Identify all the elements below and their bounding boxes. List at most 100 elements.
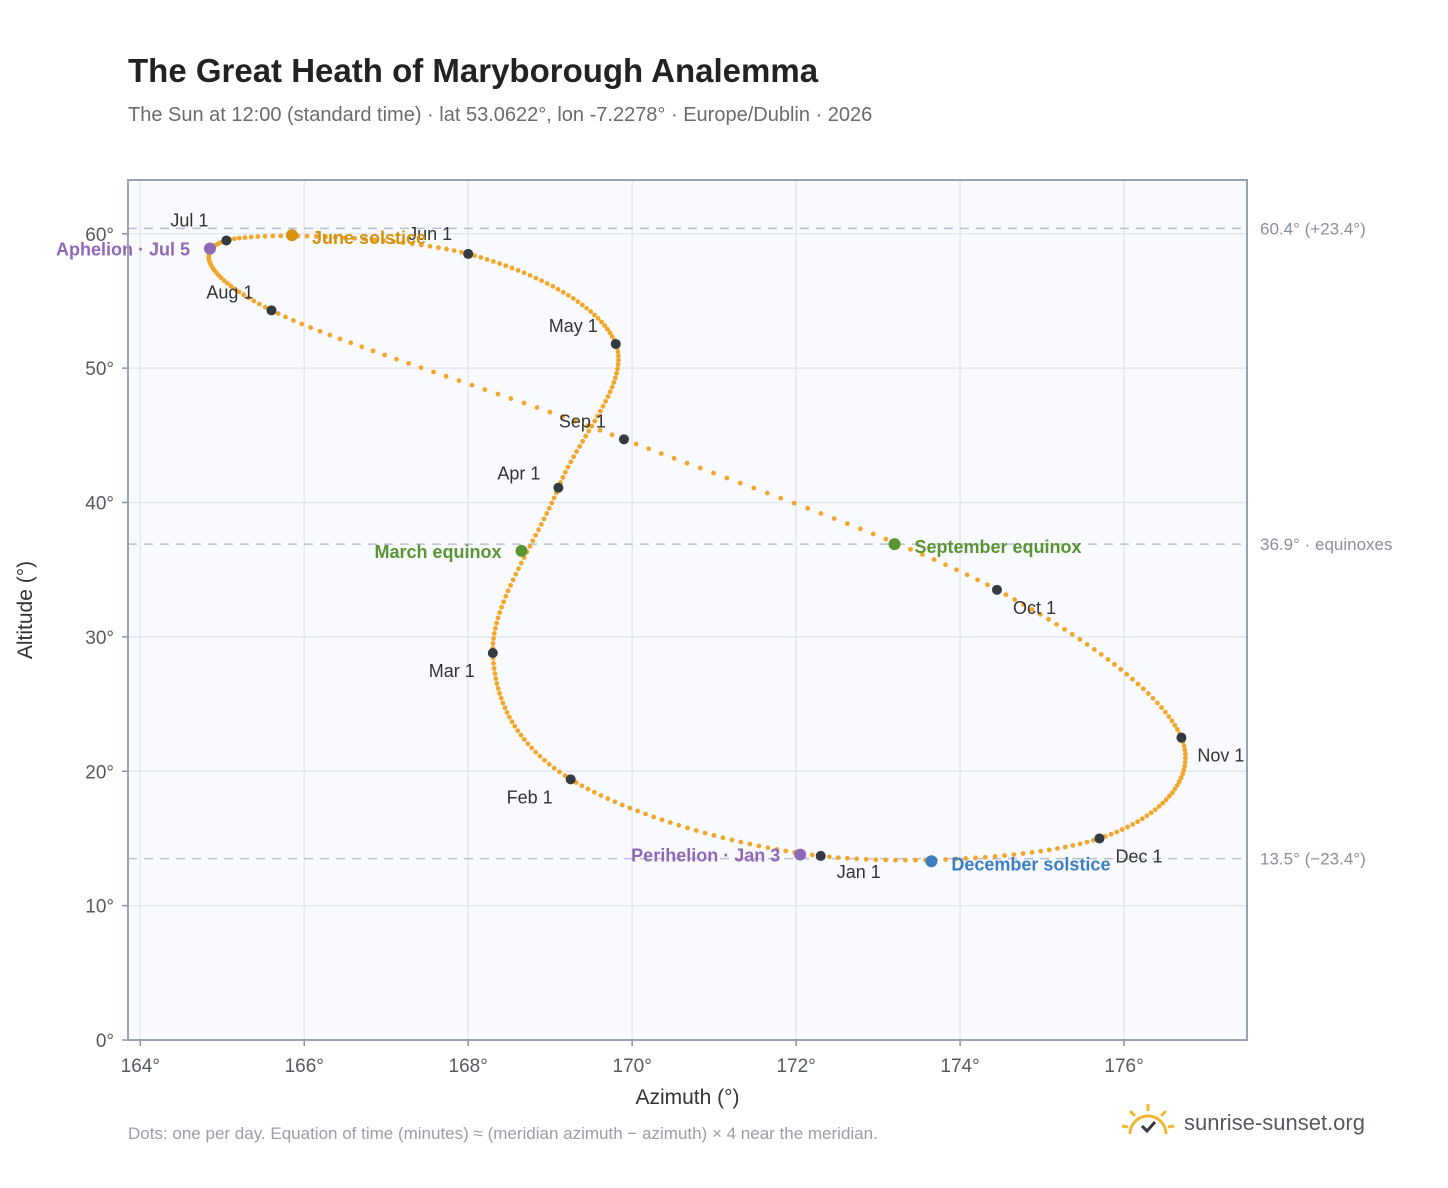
daily-dot: [1077, 636, 1083, 642]
daily-dot: [501, 599, 507, 605]
daily-dot: [605, 796, 611, 802]
daily-dot: [1130, 821, 1136, 827]
daily-dot: [805, 505, 811, 511]
daily-dot: [484, 256, 490, 262]
daily-dot: [362, 236, 367, 242]
daily-dot: [418, 242, 424, 248]
daily-dot: [1163, 797, 1169, 803]
daily-dot: [992, 854, 998, 859]
month-marker: [991, 584, 1002, 595]
daily-dot: [565, 292, 571, 298]
daily-dot: [747, 841, 753, 847]
daily-dot: [248, 234, 254, 240]
sun-check-icon: [1120, 1102, 1176, 1143]
daily-dot: [359, 344, 365, 350]
daily-dot: [436, 245, 441, 251]
daily-dot: [495, 391, 501, 397]
daily-dot: [1183, 755, 1188, 761]
month-marker: [618, 434, 629, 445]
daily-dot: [1002, 853, 1007, 858]
daily-dot: [693, 828, 699, 833]
daily-dot: [492, 625, 498, 631]
x-tick-label: 172°: [776, 1056, 815, 1077]
daily-dot: [515, 728, 521, 734]
daily-dot: [738, 839, 744, 845]
daily-dot: [646, 446, 652, 452]
daily-dot: [406, 360, 412, 366]
event-label: June solstice: [312, 228, 426, 248]
daily-dot: [783, 848, 789, 854]
daily-dot: [1182, 747, 1188, 753]
daily-dot: [595, 413, 601, 419]
daily-dot: [500, 700, 506, 706]
daily-dot: [1144, 813, 1150, 819]
daily-dot: [275, 311, 281, 317]
daily-dot: [1135, 819, 1141, 825]
daily-dot: [299, 321, 305, 327]
daily-dot: [521, 270, 527, 276]
daily-dot: [560, 474, 566, 480]
daily-dot: [1070, 843, 1076, 848]
daily-dot: [667, 820, 673, 825]
daily-dot: [490, 640, 496, 646]
daily-dot: [883, 536, 889, 542]
month-label: Mar 1: [429, 661, 475, 681]
daily-dot: [510, 577, 516, 583]
event-label: December solstice: [951, 854, 1110, 874]
daily-dot: [551, 495, 557, 501]
daily-dot: [515, 267, 521, 273]
daily-dot: [1175, 727, 1180, 732]
daily-dot: [352, 235, 358, 241]
plot-area: [128, 180, 1247, 1040]
daily-dot: [697, 465, 703, 471]
daily-dot: [863, 856, 869, 862]
daily-dot: [491, 660, 496, 666]
daily-dot: [1055, 846, 1060, 851]
daily-dot: [791, 500, 797, 506]
daily-dot: [1038, 848, 1044, 854]
daily-dot: [580, 438, 586, 444]
daily-dot: [1037, 611, 1043, 617]
month-marker: [266, 305, 277, 316]
daily-dot: [973, 855, 978, 861]
daily-dot: [1140, 686, 1146, 692]
daily-dot: [224, 280, 230, 286]
daily-dot: [609, 432, 615, 438]
event-marker: [203, 242, 216, 255]
daily-dot: [527, 543, 533, 549]
daily-dot: [676, 822, 682, 828]
daily-dot: [546, 761, 552, 767]
daily-dot: [844, 521, 850, 527]
daily-dot: [236, 235, 242, 241]
month-label: Dec 1: [1115, 846, 1162, 866]
daily-dot: [409, 241, 415, 247]
daily-dot: [242, 235, 248, 240]
daily-dot: [931, 557, 937, 562]
month-label: May 1: [549, 316, 598, 336]
daily-dot: [533, 532, 539, 538]
daily-dot: [964, 572, 970, 578]
daily-dot: [231, 236, 237, 242]
daily-dot: [550, 283, 556, 289]
daily-dot: [597, 408, 603, 414]
daily-dot: [1169, 790, 1175, 796]
daily-dot: [491, 631, 497, 636]
daily-dot: [1011, 852, 1017, 858]
daily-dot: [633, 441, 639, 447]
daily-dot: [612, 799, 618, 805]
daily-dot: [256, 301, 262, 307]
daily-dot: [444, 246, 449, 252]
daily-dot: [737, 480, 743, 486]
daily-dot: [521, 737, 527, 742]
reference-line-label: 36.9° · equinoxes: [1260, 535, 1393, 554]
daily-dot: [283, 314, 288, 320]
daily-dot: [612, 375, 618, 381]
daily-dot: [246, 295, 251, 301]
brand-logo[interactable]: sunrise-sunset.org: [1120, 1102, 1365, 1143]
daily-dot: [574, 449, 580, 454]
daily-dot: [1046, 616, 1051, 622]
month-label: Jan 1: [837, 862, 881, 882]
reference-lines: 60.4° (+23.4°) 36.9° · equinoxes 13.5° (−2…: [128, 219, 1393, 869]
daily-dot: [533, 749, 539, 755]
